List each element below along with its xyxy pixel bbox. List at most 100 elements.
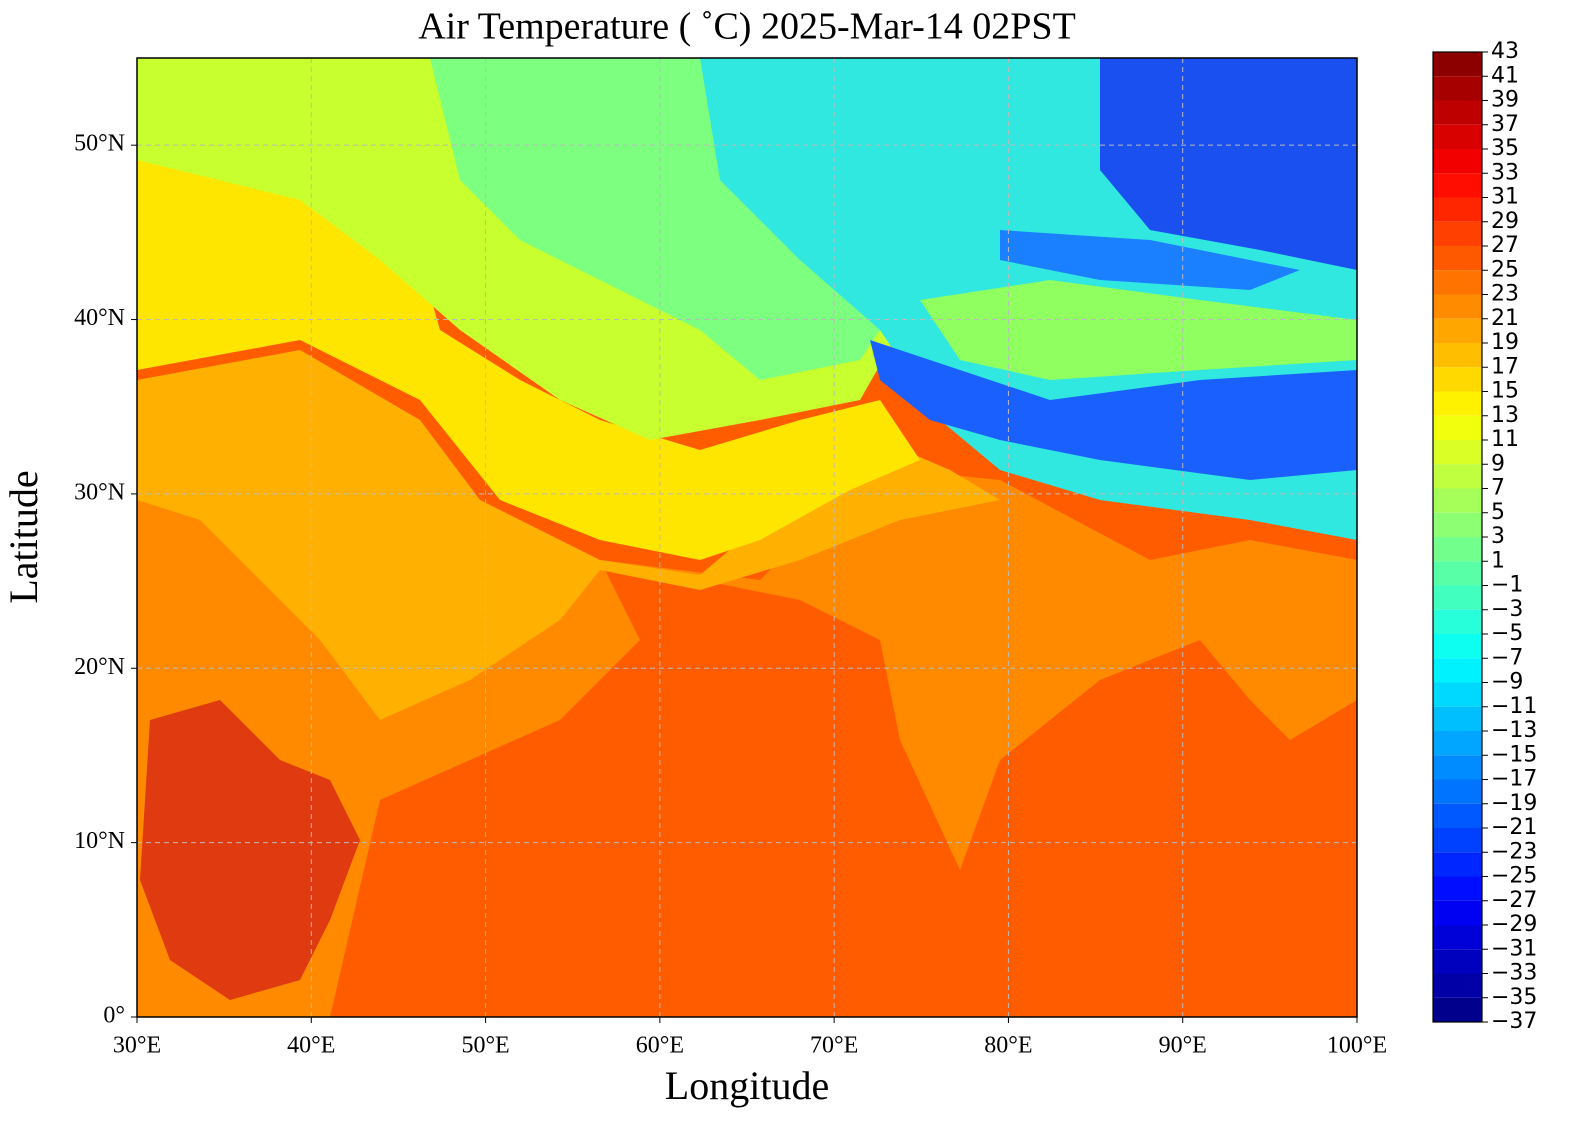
x-axis-label: Longitude <box>665 1063 829 1108</box>
northern-cold <box>1100 58 1357 270</box>
colorbar-tick-label: 1 <box>1491 548 1505 573</box>
colorbar-band <box>1433 149 1482 174</box>
colorbar-band <box>1433 949 1482 974</box>
colorbar-tick-label: −17 <box>1491 767 1537 792</box>
colorbar-tick-label: −27 <box>1491 888 1537 913</box>
colorbar-band <box>1433 367 1482 392</box>
colorbar-tick-label: 5 <box>1491 500 1505 525</box>
colorbar-band <box>1433 343 1482 368</box>
colorbar-band <box>1433 634 1482 659</box>
colorbar-band <box>1433 997 1482 1022</box>
colorbar-band <box>1433 658 1482 683</box>
colorbar-band <box>1433 609 1482 634</box>
colorbar-tick-label: 25 <box>1491 257 1519 282</box>
colorbar-tick-label: 7 <box>1491 476 1505 501</box>
y-tick-label: 50°N <box>74 131 125 157</box>
colorbar-band <box>1433 440 1482 465</box>
colorbar-tick-label: −31 <box>1491 936 1537 961</box>
x-tick-label: 100°E <box>1327 1033 1387 1059</box>
colorbar-band <box>1433 124 1482 149</box>
colorbar-tick-label: −1 <box>1491 573 1523 598</box>
colorbar-band <box>1433 852 1482 877</box>
colorbar-band <box>1433 270 1482 295</box>
colorbar-tick-label: 23 <box>1491 282 1519 307</box>
colorbar-tick-label: 33 <box>1491 160 1519 185</box>
colorbar-tick-label: −25 <box>1491 864 1537 889</box>
colorbar-tick-label: −21 <box>1491 815 1537 840</box>
colorbar-band <box>1433 76 1482 101</box>
colorbar-band <box>1433 731 1482 756</box>
colorbar-band <box>1433 585 1482 610</box>
colorbar-band <box>1433 512 1482 537</box>
hot-land <box>140 700 360 1000</box>
colorbar-tick-label: −29 <box>1491 912 1537 937</box>
colorbar-band <box>1433 925 1482 950</box>
x-tick-label: 30°E <box>113 1033 161 1059</box>
colorbar-band <box>1433 755 1482 780</box>
colorbar-tick-label: 27 <box>1491 233 1519 258</box>
colorbar-tick-label: 17 <box>1491 354 1519 379</box>
x-tick-label: 90°E <box>1159 1033 1207 1059</box>
colorbar-band <box>1433 464 1482 489</box>
y-tick-label: 30°N <box>74 479 125 505</box>
colorbar-band <box>1433 706 1482 731</box>
y-axis-label: Latitude <box>1 470 46 603</box>
colorbar-band <box>1433 973 1482 998</box>
y-tick-label: 10°N <box>74 828 125 854</box>
colorbar-band <box>1433 803 1482 828</box>
colorbar-band <box>1433 415 1482 440</box>
colorbar-band <box>1433 537 1482 562</box>
colorbar-band <box>1433 828 1482 853</box>
map-title: Air Temperature ( ˚C) 2025-Mar-14 02PST <box>418 6 1076 48</box>
ridge-cold <box>1000 230 1300 290</box>
colorbar-tick-label: 35 <box>1491 136 1519 161</box>
colorbar-band <box>1433 391 1482 416</box>
x-tick-label: 60°E <box>636 1033 684 1059</box>
colorbar-tick-label: −7 <box>1491 645 1523 670</box>
colorbar-tick-label: 29 <box>1491 209 1519 234</box>
colorbar-band <box>1433 488 1482 513</box>
colorbar-band <box>1433 246 1482 271</box>
colorbar-band <box>1433 900 1482 925</box>
colorbar-band <box>1433 221 1482 246</box>
colorbar-tick-label: 3 <box>1491 524 1505 549</box>
basin-land <box>920 280 1357 380</box>
y-tick-label: 0° <box>103 1003 125 1029</box>
colorbar-band <box>1433 876 1482 901</box>
colorbar-tick-label: −23 <box>1491 839 1537 864</box>
x-tick-label: 50°E <box>461 1033 509 1059</box>
colorbar-tick-label: 11 <box>1491 427 1519 452</box>
colorbar-tick-label: −3 <box>1491 597 1523 622</box>
colorbar-tick-label: 43 <box>1491 39 1519 64</box>
colorbar-tick-label: 37 <box>1491 112 1519 137</box>
colorbar-band <box>1433 197 1482 222</box>
colorbar-tick-label: 31 <box>1491 185 1519 210</box>
mild-land <box>137 350 1000 720</box>
plot-frame <box>136 57 1358 1018</box>
colorbar-band <box>1433 173 1482 198</box>
colorbar-tick-label: 41 <box>1491 63 1519 88</box>
colorbar-tick-label: −15 <box>1491 742 1537 767</box>
colorbar-band <box>1433 682 1482 707</box>
colorbar-band <box>1433 52 1482 77</box>
colorbar-tick-label: −5 <box>1491 621 1523 646</box>
colorbar-tick-label: 19 <box>1491 330 1519 355</box>
colorbar-band <box>1433 100 1482 125</box>
colorbar-tick-label: 21 <box>1491 306 1519 331</box>
y-tick-label: 20°N <box>74 654 125 680</box>
colorbar-band <box>1433 779 1482 804</box>
colorbar-band <box>1433 294 1482 319</box>
colorbar-tick-label: 13 <box>1491 403 1519 428</box>
x-tick-label: 40°E <box>287 1033 335 1059</box>
colorbar-tick-label: 15 <box>1491 379 1519 404</box>
colorbar-band <box>1433 561 1482 586</box>
colorbar-tick-label: −37 <box>1491 1009 1537 1034</box>
colorbar-tick-label: −19 <box>1491 791 1537 816</box>
x-tick-label: 80°E <box>984 1033 1032 1059</box>
colorbar-tick-label: −13 <box>1491 718 1537 743</box>
x-tick-label: 70°E <box>810 1033 858 1059</box>
colorbar-band <box>1433 318 1482 343</box>
colorbar-tick-label: −9 <box>1491 670 1523 695</box>
temperature-field <box>137 58 1357 1017</box>
